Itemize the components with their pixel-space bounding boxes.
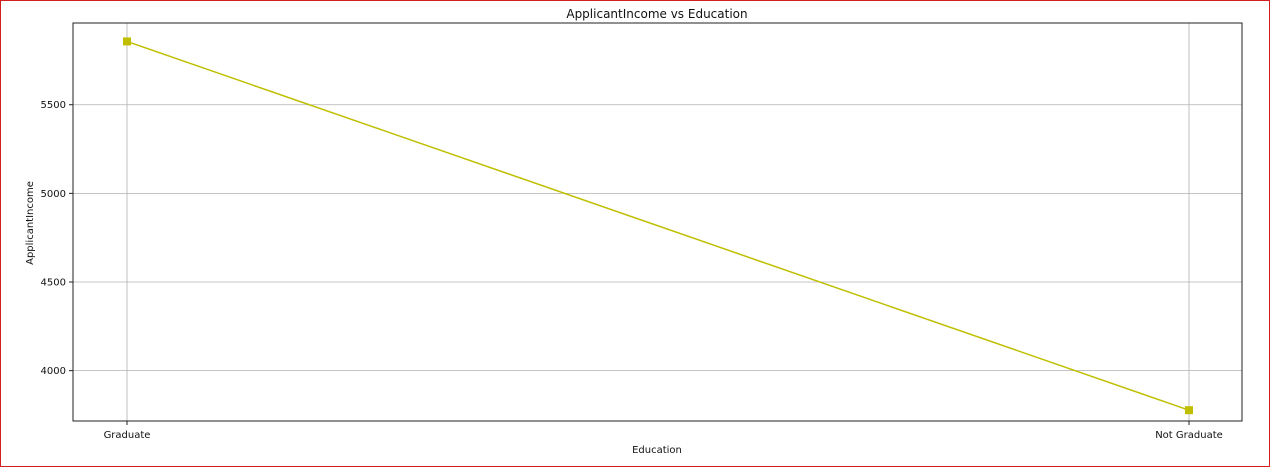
x-axis-ticks: Graduate Not Graduate (104, 421, 1223, 441)
x-tick-label: Not Graduate (1155, 430, 1223, 441)
y-tick-label: 4500 (41, 278, 66, 289)
chart-title: ApplicantIncome vs Education (566, 7, 747, 21)
x-tick-label: Graduate (104, 430, 151, 441)
grid (73, 23, 1242, 421)
plot-area-border (72, 22, 1243, 422)
series-layer (123, 37, 1193, 415)
x-axis-label: Education (632, 445, 682, 456)
y-axis-label: ApplicantIncome (25, 181, 36, 265)
series-line (126, 40, 1190, 411)
y-axis-ticks: 4000 4500 5000 5500 (41, 100, 73, 377)
y-tick-label: 5000 (41, 189, 66, 200)
data-point-marker (123, 37, 131, 46)
data-point-marker (1185, 406, 1193, 415)
y-tick-label: 4000 (41, 366, 66, 377)
y-tick-label: 5500 (41, 100, 66, 111)
